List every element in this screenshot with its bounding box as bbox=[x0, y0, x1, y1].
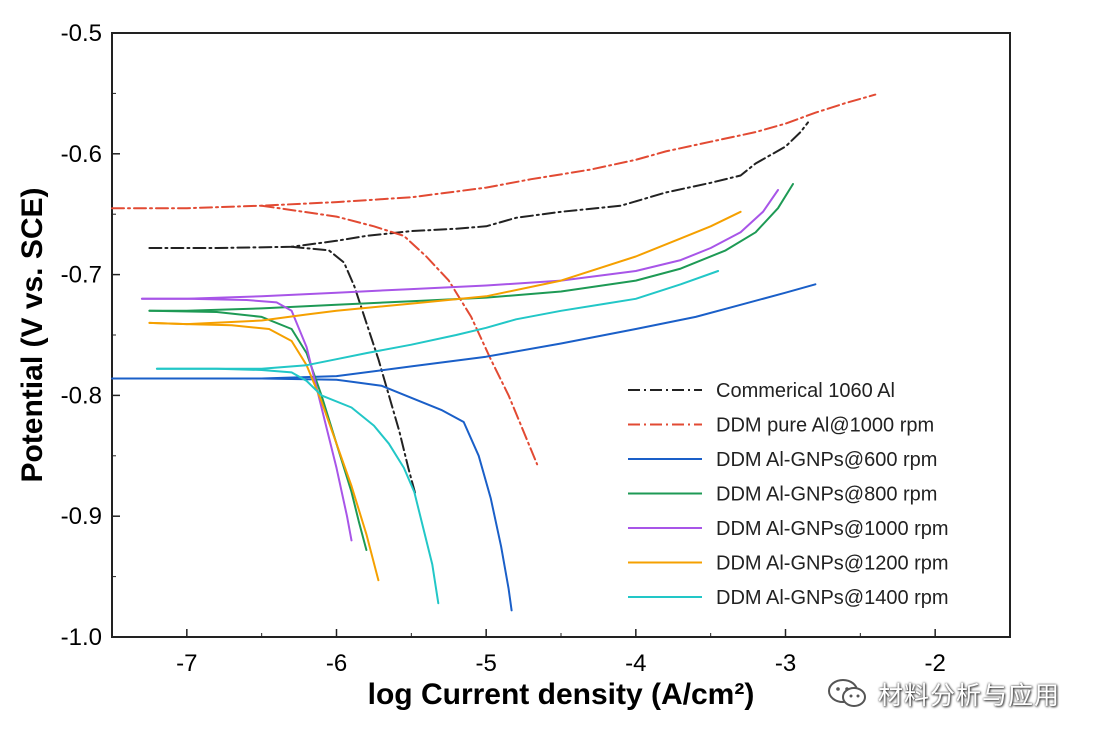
series-line-3-cathodic bbox=[260, 377, 513, 612]
series-line-2-anodic bbox=[111, 93, 877, 210]
legend-label: DDM Al-GNPs@600 rpm bbox=[716, 449, 937, 471]
legend-label: DDM Al-GNPs@1000 rpm bbox=[716, 518, 949, 540]
y-tick-label: -0.6 bbox=[61, 141, 102, 168]
legend-label: DDM Al-GNPs@1400 rpm bbox=[716, 587, 949, 609]
y-tick-label: -1.0 bbox=[61, 624, 102, 651]
axis-ticks: -7 -6 -5 -4 -3 -2 -0.5 -0.6 -0.7 -0.8 -0.9 -1.0 bbox=[61, 20, 1011, 677]
y-tick-label: -0.9 bbox=[61, 503, 102, 530]
y-tick-label: -0.8 bbox=[61, 382, 102, 409]
x-tick-label: -6 bbox=[326, 650, 347, 677]
watermark: 材料分析与应用 bbox=[826, 672, 1060, 716]
legend-label: DDM pure Al@1000 rpm bbox=[716, 415, 934, 437]
series-line-1-anodic bbox=[148, 121, 809, 249]
series-line-7-anodic bbox=[155, 270, 720, 370]
series-line-7-cathodic bbox=[155, 367, 440, 605]
wechat-bubble-icon bbox=[828, 679, 866, 707]
x-tick-label: -4 bbox=[625, 650, 646, 677]
series-line-4-anodic bbox=[148, 183, 794, 312]
series-line-4-cathodic bbox=[148, 309, 368, 551]
watermark-text: 材料分析与应用 bbox=[878, 681, 1061, 710]
x-tick-label: -3 bbox=[775, 650, 796, 677]
plot-frame bbox=[111, 32, 1011, 638]
y-axis-title: Potential (V vs. SCE) bbox=[16, 187, 49, 482]
x-tick-label: -5 bbox=[475, 650, 496, 677]
x-tick-label: -2 bbox=[924, 650, 945, 677]
legend: Commerical 1060 Al DDM pure Al@1000 rpm DD… bbox=[628, 380, 949, 609]
y-tick-label: -0.5 bbox=[61, 20, 102, 47]
x-tick-label: -7 bbox=[176, 650, 197, 677]
series-line-6-anodic bbox=[148, 210, 742, 326]
x-axis-title: log Current density (A/cm²) bbox=[368, 678, 755, 711]
series-line-3-anodic bbox=[111, 283, 817, 380]
series-line-1-cathodic bbox=[290, 245, 417, 497]
legend-label: DDM Al-GNPs@800 rpm bbox=[716, 484, 937, 506]
legend-label: Commerical 1060 Al bbox=[716, 380, 895, 402]
y-tick-label: -0.7 bbox=[61, 262, 102, 289]
series-group bbox=[111, 93, 877, 612]
series-line-5-cathodic bbox=[140, 297, 353, 542]
series-line-6-cathodic bbox=[148, 321, 380, 582]
legend-label: DDM Al-GNPs@1200 rpm bbox=[716, 553, 949, 575]
